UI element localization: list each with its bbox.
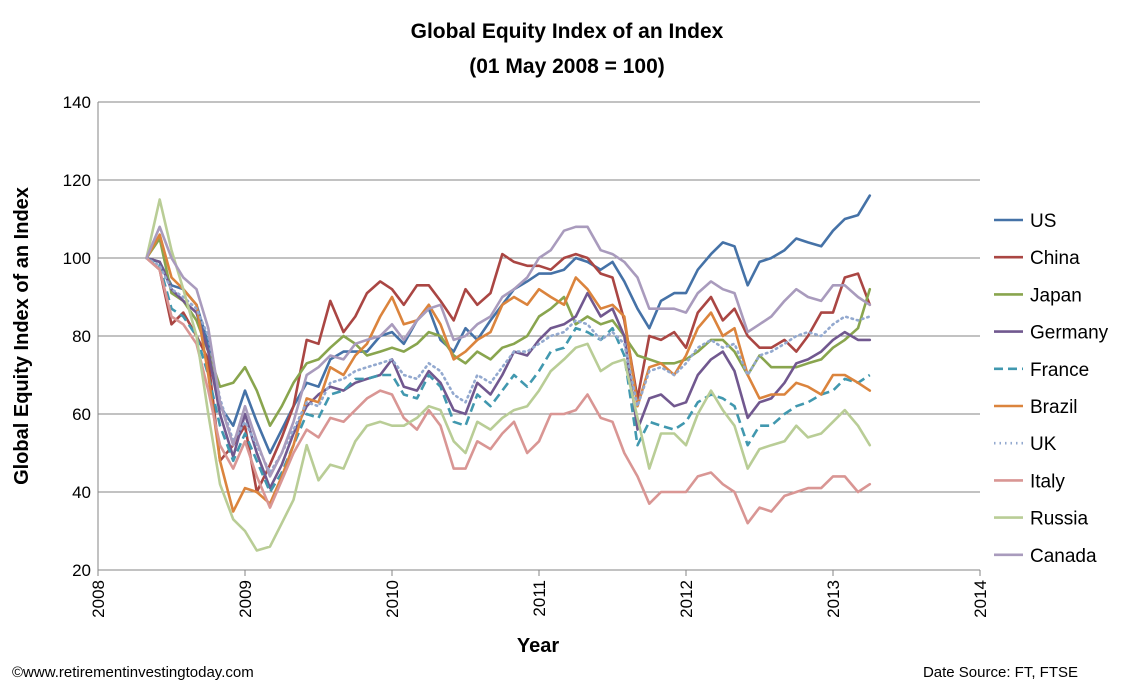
legend-label-us: US bbox=[1030, 211, 1056, 232]
footer-data-source: Date Source: FT, FTSE bbox=[922, 664, 1078, 681]
legend-label-brazil: Brazil bbox=[1030, 397, 1078, 418]
y-axis-title: Global Equity Index of an Index bbox=[11, 187, 33, 485]
series-line-italy bbox=[145, 256, 872, 525]
x-tick-label: 2014 bbox=[971, 580, 990, 618]
x-axis-title: Year bbox=[517, 635, 559, 657]
legend-label-france: France bbox=[1030, 360, 1089, 381]
series-line-france bbox=[145, 256, 871, 494]
legend-label-japan: Japan bbox=[1030, 285, 1082, 306]
y-tick-label: 60 bbox=[72, 405, 91, 424]
x-tick-label: 2008 bbox=[89, 580, 108, 618]
y-tick-label: 40 bbox=[72, 483, 91, 502]
legend: US China Japan Germany France Brazil UK Italy Ru… bbox=[994, 211, 1109, 567]
y-tick-label: 20 bbox=[72, 561, 91, 580]
x-tick-label: 2012 bbox=[677, 580, 696, 618]
x-tick-label: 2011 bbox=[530, 580, 549, 617]
y-tick-label: 80 bbox=[72, 327, 91, 346]
legend-label-italy: Italy bbox=[1030, 471, 1065, 492]
chart-title: Global Equity Index of an Index bbox=[411, 20, 724, 43]
series-line-germany bbox=[145, 256, 872, 490]
legend-label-germany: Germany bbox=[1030, 323, 1109, 344]
legend-label-canada: Canada bbox=[1030, 546, 1097, 567]
x-tick-label: 2010 bbox=[383, 580, 402, 618]
legend-label-china: China bbox=[1030, 248, 1080, 269]
x-tick-label: 2013 bbox=[824, 580, 843, 618]
y-tick-label: 100 bbox=[63, 249, 91, 268]
chart-subtitle: (01 May 2008 = 100) bbox=[469, 55, 665, 78]
series-line-us bbox=[145, 194, 872, 455]
y-tick-label: 120 bbox=[63, 171, 91, 190]
y-tick-label: 140 bbox=[63, 93, 91, 112]
x-tick-label: 2009 bbox=[236, 580, 255, 618]
legend-label-russia: Russia bbox=[1030, 509, 1089, 530]
series-line-canada bbox=[145, 225, 872, 478]
footer-source-site: ©www.retirementinvestingtoday.com bbox=[12, 664, 254, 681]
series-line-russia bbox=[145, 198, 872, 552]
legend-label-uk: UK bbox=[1030, 434, 1057, 455]
